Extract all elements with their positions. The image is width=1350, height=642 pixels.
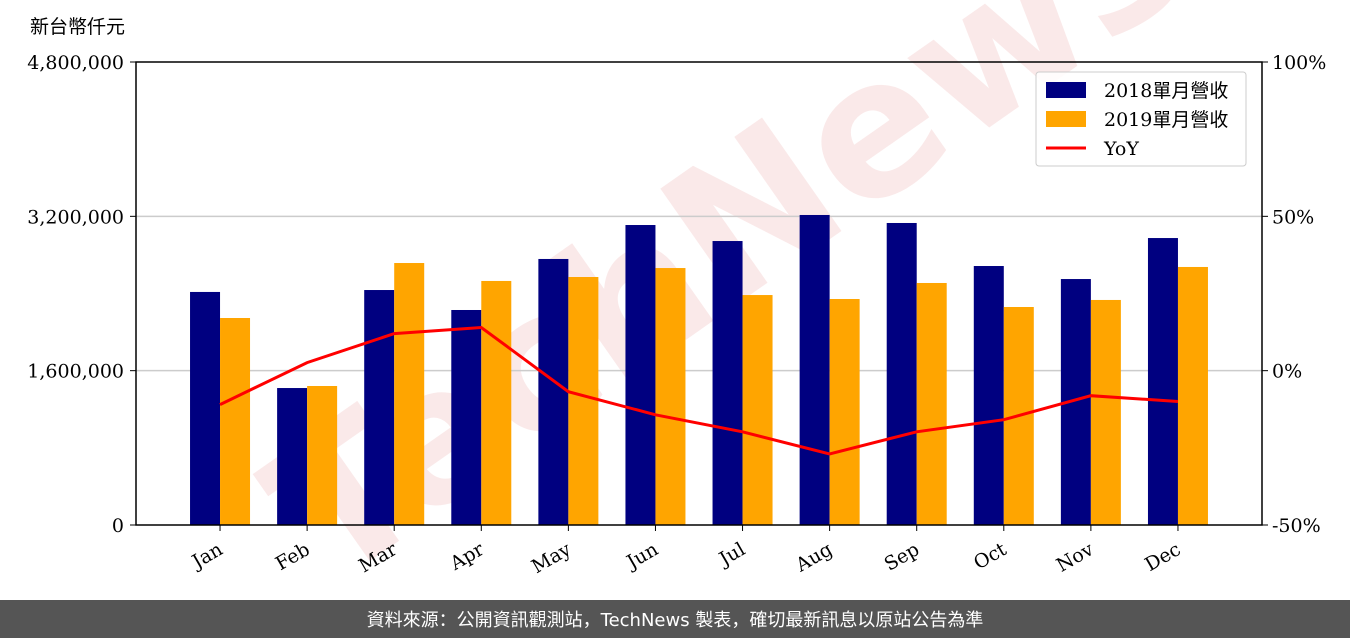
legend-label: 2018單月營收 bbox=[1104, 80, 1228, 102]
y2-tick-label: 0% bbox=[1272, 361, 1302, 383]
bar bbox=[886, 222, 917, 525]
bar bbox=[1090, 299, 1121, 525]
x-tick-label: Nov bbox=[1053, 538, 1098, 577]
y-tick-label: 0 bbox=[112, 515, 124, 537]
bar bbox=[799, 214, 830, 525]
legend-swatch bbox=[1046, 82, 1086, 98]
legend: 2018單月營收 2019單月營收 YoY bbox=[1035, 71, 1247, 167]
bar bbox=[220, 318, 251, 525]
bar bbox=[829, 298, 860, 525]
plot-frame bbox=[135, 61, 1263, 526]
bar bbox=[625, 225, 656, 525]
bar bbox=[712, 241, 743, 525]
y-tick-label: 3,200,000 bbox=[27, 206, 124, 228]
bar bbox=[451, 309, 482, 525]
bar bbox=[538, 258, 569, 525]
x-tick-label: Dec bbox=[1141, 538, 1184, 576]
legend-box bbox=[1035, 71, 1247, 167]
bar bbox=[481, 280, 512, 525]
x-tick-label: Jan bbox=[187, 538, 227, 574]
legend-label: YoY bbox=[1103, 138, 1139, 160]
footer-band bbox=[0, 600, 1350, 638]
bar bbox=[307, 386, 338, 525]
y2-tick-label: 100% bbox=[1272, 52, 1326, 74]
x-tick-label: Jun bbox=[621, 538, 662, 574]
x-tick-label: Sep bbox=[881, 538, 924, 575]
x-tick-label: Oct bbox=[970, 538, 1011, 574]
bar bbox=[277, 388, 308, 525]
y-tick-label: 4,800,000 bbox=[27, 52, 124, 74]
bar bbox=[190, 291, 221, 525]
bar bbox=[568, 277, 599, 525]
x-tick-label: Aug bbox=[791, 538, 836, 577]
x-tick-label: May bbox=[528, 538, 575, 578]
y2-tick-label: 50% bbox=[1272, 206, 1314, 228]
bar bbox=[742, 295, 773, 525]
legend-label: 2019單月營收 bbox=[1104, 109, 1228, 131]
line bbox=[219, 325, 1179, 456]
bar bbox=[364, 290, 395, 525]
bar bbox=[655, 268, 686, 525]
bar bbox=[916, 282, 947, 525]
footer-text: 資料來源：公開資訊觀測站，TechNews 製表，確切最新訊息以原站公告為準 bbox=[367, 610, 984, 631]
legend-swatch bbox=[1046, 111, 1086, 127]
bar bbox=[1177, 266, 1208, 525]
y2-tick-label: -50% bbox=[1272, 515, 1321, 537]
x-tick-label: Jul bbox=[714, 538, 749, 571]
bar bbox=[1147, 238, 1178, 526]
bar bbox=[394, 263, 425, 525]
bar bbox=[973, 266, 1004, 525]
y-axis-label: 新台幣仟元 bbox=[30, 16, 125, 38]
y-tick-label: 1,600,000 bbox=[27, 361, 124, 383]
